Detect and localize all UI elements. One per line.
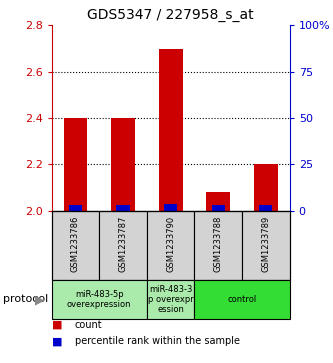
Text: GSM1233789: GSM1233789: [261, 216, 270, 272]
Text: control: control: [227, 295, 257, 304]
Text: GSM1233787: GSM1233787: [119, 216, 128, 272]
Text: GSM1233786: GSM1233786: [71, 216, 80, 272]
Text: ■: ■: [52, 320, 62, 330]
Text: ■: ■: [52, 336, 62, 346]
Bar: [159, 49, 182, 211]
Bar: [147, 211, 194, 280]
Bar: [212, 205, 225, 211]
Text: GSM1233790: GSM1233790: [166, 216, 175, 272]
Bar: [52, 211, 99, 280]
Text: miR-483-3
p overexpr
ession: miR-483-3 p overexpr ession: [148, 285, 193, 314]
Title: GDS5347 / 227958_s_at: GDS5347 / 227958_s_at: [87, 8, 254, 22]
Text: count: count: [75, 320, 103, 330]
Bar: [206, 192, 230, 211]
Text: miR-483-5p
overexpression: miR-483-5p overexpression: [67, 290, 132, 309]
Bar: [111, 118, 135, 211]
Bar: [64, 118, 87, 211]
Bar: [259, 205, 272, 211]
Text: percentile rank within the sample: percentile rank within the sample: [75, 336, 240, 346]
Text: protocol: protocol: [3, 294, 49, 305]
Bar: [69, 205, 82, 211]
Bar: [117, 205, 130, 211]
Bar: [147, 280, 194, 319]
Bar: [99, 211, 147, 280]
Bar: [164, 204, 177, 211]
Text: ▶: ▶: [35, 293, 45, 306]
Bar: [194, 280, 290, 319]
Bar: [254, 164, 278, 211]
Bar: [242, 211, 290, 280]
Text: GSM1233788: GSM1233788: [214, 216, 223, 272]
Bar: [52, 280, 147, 319]
Bar: [194, 211, 242, 280]
